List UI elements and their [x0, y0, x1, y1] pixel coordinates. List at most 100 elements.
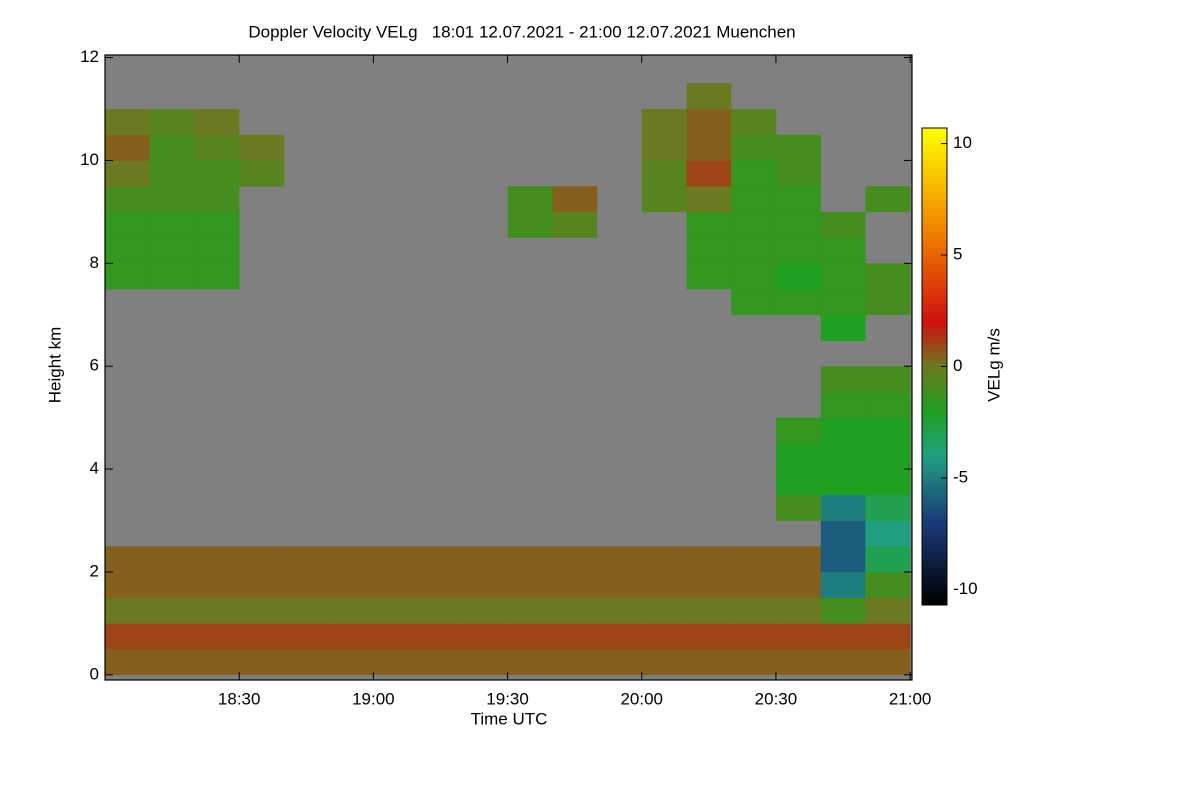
heatmap-cell [105, 186, 151, 213]
heatmap-cell [552, 649, 598, 676]
heatmap-cell [596, 597, 643, 624]
heatmap-cell [596, 546, 643, 573]
heatmap-cell [552, 623, 598, 650]
y-tick-label: 0 [90, 664, 99, 683]
heatmap-cell [731, 263, 777, 290]
heatmap-cell [820, 289, 866, 316]
heatmap [105, 83, 911, 676]
heatmap-cell [462, 597, 508, 624]
heatmap-cell [686, 160, 732, 187]
heatmap-cell [552, 211, 598, 238]
heatmap-cell [820, 237, 866, 264]
heatmap-cell [641, 109, 687, 136]
heatmap-cell [373, 597, 419, 624]
heatmap-cell [149, 546, 195, 573]
heatmap-cell [149, 263, 195, 290]
heatmap-cell [731, 237, 777, 264]
heatmap-cell [284, 623, 329, 650]
heatmap-cell [865, 649, 911, 676]
heatmap-cell [194, 649, 240, 676]
heatmap-cell [865, 597, 911, 624]
heatmap-cell [149, 237, 195, 264]
colorbar-tick-label: 0 [953, 356, 962, 375]
heatmap-cell [865, 366, 911, 393]
heatmap-cell [105, 134, 151, 161]
heatmap-cell [105, 623, 151, 650]
heatmap-cell [820, 623, 866, 650]
heatmap-cell [731, 109, 777, 136]
heatmap-cell [820, 366, 866, 393]
heatmap-cell [507, 571, 553, 598]
heatmap-cell [105, 597, 151, 624]
heatmap-cell [284, 649, 329, 676]
heatmap-cell [507, 597, 553, 624]
colorbar-tick-label: 10 [953, 133, 972, 152]
heatmap-cell [328, 649, 374, 676]
heatmap-cell [284, 571, 329, 598]
colorbar-label: VELg m/s [984, 328, 1003, 402]
heatmap-cell [865, 520, 911, 547]
heatmap-cell [239, 160, 285, 187]
heatmap-cell [239, 546, 285, 573]
heatmap-cell [239, 597, 285, 624]
heatmap-cell [641, 546, 687, 573]
heatmap-cell [105, 109, 151, 136]
heatmap-cell [105, 571, 151, 598]
heatmap-cell [194, 134, 240, 161]
heatmap-cell [775, 546, 822, 573]
heatmap-cell [149, 186, 195, 213]
heatmap-cell [373, 571, 419, 598]
heatmap-cell [149, 571, 195, 598]
heatmap-cell [105, 546, 151, 573]
heatmap-cell [462, 623, 508, 650]
heatmap-cell [418, 597, 464, 624]
heatmap-cell [820, 520, 866, 547]
heatmap-cell [865, 571, 911, 598]
heatmap-cell [641, 160, 687, 187]
x-tick-label: 18:30 [218, 689, 261, 708]
heatmap-cell [865, 623, 911, 650]
heatmap-cell [239, 134, 285, 161]
heatmap-cell [865, 263, 911, 290]
heatmap-cell [775, 571, 822, 598]
heatmap-cell [507, 546, 553, 573]
colorbar-tick-label: -5 [953, 467, 968, 486]
y-tick-label: 6 [90, 356, 99, 375]
y-tick-label: 8 [90, 253, 99, 272]
heatmap-cell [284, 597, 329, 624]
heatmap-cell [194, 571, 240, 598]
heatmap-cell [820, 314, 866, 341]
heatmap-cell [328, 546, 374, 573]
heatmap-cell [552, 597, 598, 624]
heatmap-cell [194, 211, 240, 238]
heatmap-cell [507, 211, 553, 238]
heatmap-cell [373, 546, 419, 573]
heatmap-cell [686, 109, 732, 136]
x-axis-label: Time UTC [471, 709, 548, 728]
heatmap-cell [552, 546, 598, 573]
colorbar-tick-label: -10 [953, 579, 978, 598]
heatmap-cell [686, 83, 732, 110]
heatmap-cell [641, 623, 687, 650]
heatmap-cell [641, 134, 687, 161]
heatmap-cell [865, 494, 911, 521]
heatmap-cell [775, 417, 822, 444]
heatmap-cell [820, 649, 866, 676]
heatmap-cell [731, 160, 777, 187]
heatmap-cell [865, 443, 911, 470]
heatmap-cell [775, 469, 822, 496]
heatmap-cell [820, 494, 866, 521]
heatmap-cell [194, 263, 240, 290]
heatmap-cell [820, 571, 866, 598]
heatmap-cell [686, 134, 732, 161]
colorbar-tick-label: 5 [953, 245, 962, 264]
heatmap-cell [820, 597, 866, 624]
heatmap-cell [149, 649, 195, 676]
heatmap-cell [194, 186, 240, 213]
heatmap-cell [507, 649, 553, 676]
heatmap-cell [865, 391, 911, 418]
heatmap-cell [686, 263, 732, 290]
heatmap-cell [418, 571, 464, 598]
heatmap-cell [149, 597, 195, 624]
